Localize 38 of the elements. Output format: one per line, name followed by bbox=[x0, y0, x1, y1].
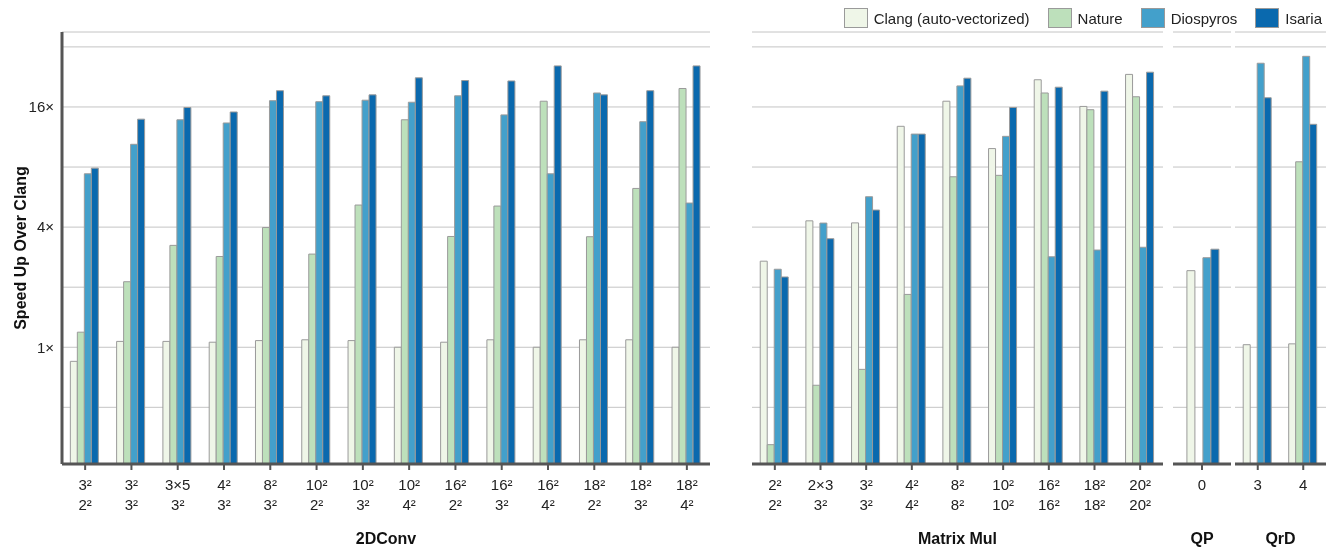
x-tick-label: 8² 8² bbox=[950, 476, 965, 513]
legend-label: Diospyros bbox=[1170, 9, 1238, 27]
x-tick-label: 3² 3² bbox=[124, 476, 139, 513]
x-tick-label: 10² 3² bbox=[352, 476, 374, 513]
x-tick-label: 18² 3² bbox=[629, 476, 652, 513]
x-tick-label: 8² 3² bbox=[263, 476, 277, 513]
x-tick-label: 4² 3² bbox=[217, 476, 231, 513]
x-axis-title: Matrix Mul bbox=[917, 530, 998, 547]
y-tick-label: 1× bbox=[36, 338, 54, 356]
x-tick-label: 3² 2² bbox=[78, 476, 92, 513]
x-tick-label: 16² 4² bbox=[537, 476, 559, 513]
x-tick-label: 16² 16² bbox=[1037, 476, 1060, 513]
x-tick-label: 10² 10² bbox=[992, 476, 1015, 513]
x-tick-label: 18² 4² bbox=[676, 476, 698, 513]
x-axis-title: 2DConv bbox=[355, 530, 417, 547]
x-tick-label: 20² 20² bbox=[1129, 476, 1152, 513]
x-tick-label: 3² 3² bbox=[859, 476, 873, 513]
y-axis-title: Speed Up Over Clang bbox=[11, 166, 29, 330]
x-tick-label: 2² 2² bbox=[768, 476, 782, 513]
x-tick-label: 10² 4² bbox=[398, 476, 420, 513]
x-tick-label: 4² 4² bbox=[905, 476, 919, 513]
y-tick-label: 4× bbox=[36, 218, 54, 236]
x-tick-label: 4 bbox=[1299, 476, 1308, 493]
x-tick-label: 16² 2² bbox=[444, 476, 467, 513]
x-tick-label: 16² 3² bbox=[490, 476, 513, 513]
x-tick-label: 18² 2² bbox=[583, 476, 606, 513]
x-tick-label: 0 bbox=[1197, 476, 1207, 493]
x-tick-label: 3×5 3² bbox=[164, 476, 191, 513]
legend-label: Isaria bbox=[1285, 9, 1322, 27]
x-tick-label: 18² 18² bbox=[1083, 476, 1106, 513]
x-tick-label: 3 bbox=[1253, 476, 1262, 493]
y-tick-label: 16× bbox=[28, 98, 54, 116]
x-axis-title: QrD bbox=[1265, 530, 1296, 547]
legend-label: Nature bbox=[1077, 9, 1123, 27]
legend-label: Clang (auto-vectorized) bbox=[873, 9, 1030, 27]
x-tick-label: 10² 2² bbox=[305, 476, 328, 513]
x-axis-title: QP bbox=[1190, 530, 1214, 547]
x-tick-label: 2×3 3² bbox=[807, 476, 834, 513]
